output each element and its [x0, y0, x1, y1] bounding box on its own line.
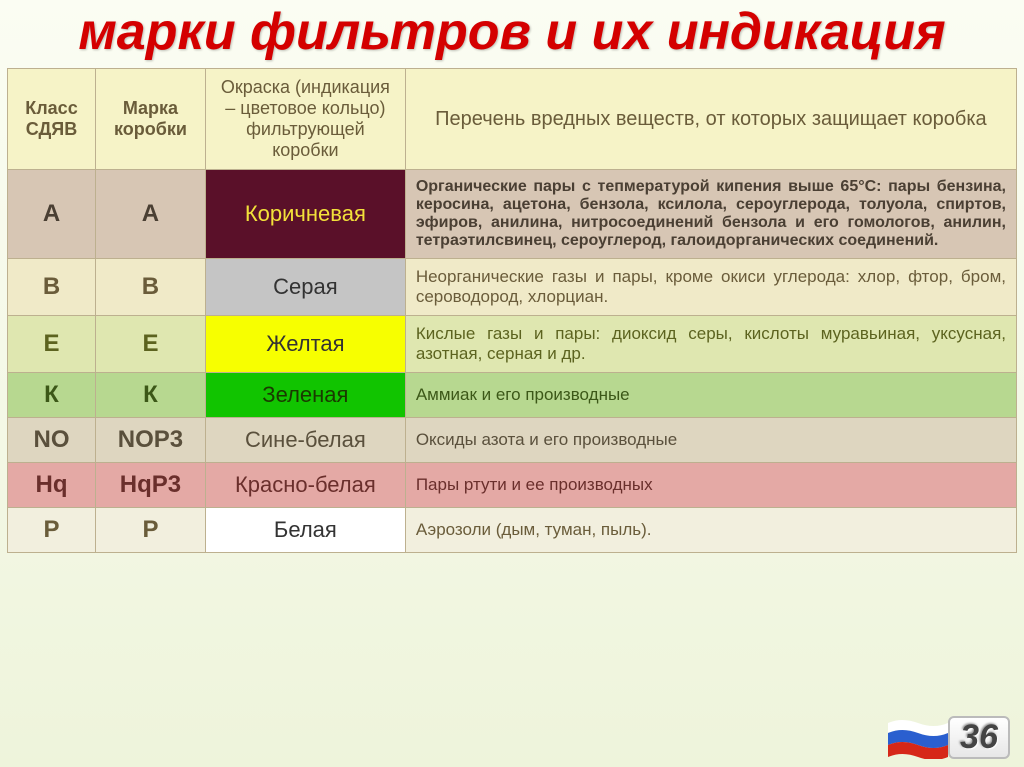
- cell-desc: Пары ртути и ее производных: [405, 463, 1016, 508]
- table-row: ВВСераяНеорганические газы и пары, кроме…: [8, 259, 1017, 316]
- filter-marks-table: Класс СДЯВ Марка коробки Окраска (индика…: [7, 68, 1017, 553]
- cell-mark: Р: [95, 508, 205, 553]
- cell-desc: Оксиды азота и его производные: [405, 418, 1016, 463]
- cell-color-name: Сине-белая: [205, 418, 405, 463]
- cell-class: А: [8, 170, 96, 259]
- cell-color-name: Зеленая: [205, 373, 405, 418]
- cell-desc: Кислые газы и пары: диоксид серы, кислот…: [405, 316, 1016, 373]
- cell-mark: NOP3: [95, 418, 205, 463]
- table-row: ААКоричневаяОрганические пары с тепмерат…: [8, 170, 1017, 259]
- cell-color-name: Красно-белая: [205, 463, 405, 508]
- cell-desc: Аммиак и его производные: [405, 373, 1016, 418]
- col-header-color: Окраска (индикация – цветовое кольцо) фи…: [205, 69, 405, 170]
- cell-desc: Аэрозоли (дым, туман, пыль).: [405, 508, 1016, 553]
- table-row: HqHqP3Красно-белаяПары ртути и ее произв…: [8, 463, 1017, 508]
- cell-mark: К: [95, 373, 205, 418]
- cell-color-name: Серая: [205, 259, 405, 316]
- cell-desc: Неорганические газы и пары, кроме окиси …: [405, 259, 1016, 316]
- table-row: ЕЕЖелтаяКислые газы и пары: диоксид серы…: [8, 316, 1017, 373]
- cell-class: В: [8, 259, 96, 316]
- table-row: NONOP3Сине-белаяОксиды азота и его произ…: [8, 418, 1017, 463]
- page-title: марки фильтров и их индикация: [0, 0, 1024, 68]
- cell-class: Е: [8, 316, 96, 373]
- cell-mark: А: [95, 170, 205, 259]
- cell-class: NO: [8, 418, 96, 463]
- col-header-mark: Марка коробки: [95, 69, 205, 170]
- cell-class: Р: [8, 508, 96, 553]
- slide-number-badge: 36: [948, 716, 1010, 759]
- col-header-desc: Перечень вредных веществ, от которых защ…: [405, 69, 1016, 170]
- cell-mark: HqP3: [95, 463, 205, 508]
- table-row: РРБелаяАэрозоли (дым, туман, пыль).: [8, 508, 1017, 553]
- cell-color-name: Белая: [205, 508, 405, 553]
- col-header-class: Класс СДЯВ: [8, 69, 96, 170]
- cell-color-name: Коричневая: [205, 170, 405, 259]
- table-header-row: Класс СДЯВ Марка коробки Окраска (индика…: [8, 69, 1017, 170]
- cell-desc: Органические пары с тепмературой кипения…: [405, 170, 1016, 259]
- cell-color-name: Желтая: [205, 316, 405, 373]
- cell-class: К: [8, 373, 96, 418]
- cell-class: Hq: [8, 463, 96, 508]
- cell-mark: Е: [95, 316, 205, 373]
- russian-flag-icon: [886, 717, 950, 759]
- cell-mark: В: [95, 259, 205, 316]
- table-row: ККЗеленаяАммиак и его производные: [8, 373, 1017, 418]
